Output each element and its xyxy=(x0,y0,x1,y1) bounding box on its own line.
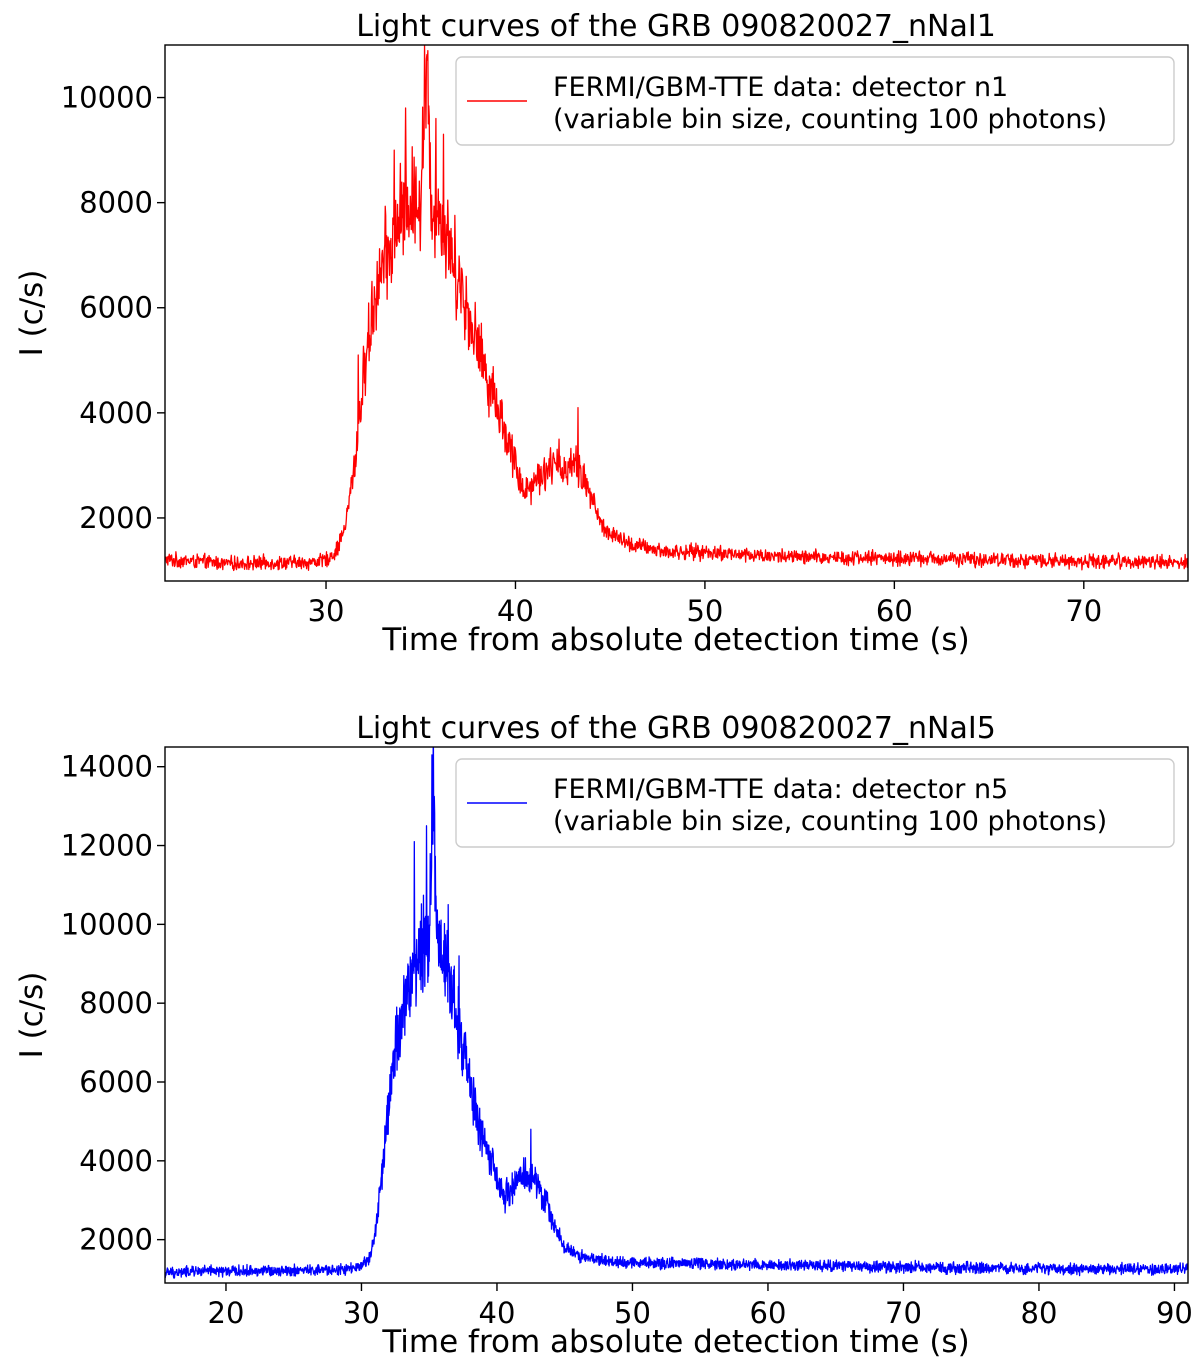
x-tick-label: 20 xyxy=(208,1296,245,1330)
chart-nnai5: Light curves of the GRB 090820027_nNaI5 … xyxy=(14,711,1193,1360)
x-tick-label: 50 xyxy=(614,1296,651,1330)
y-tick-label: 8000 xyxy=(79,986,153,1020)
y-axis-label: I (c/s) xyxy=(14,270,50,357)
y-tick-label: 6000 xyxy=(79,291,153,325)
x-tick-label: 50 xyxy=(686,594,723,628)
x-axis-label: Time from absolute detection time (s) xyxy=(381,1324,969,1360)
y-axis-ticks: 2000 4000 6000 8000 10000 12000 14000 xyxy=(61,750,165,1257)
y-tick-label: 14000 xyxy=(61,750,153,784)
x-tick-label: 40 xyxy=(479,1296,516,1330)
y-tick-label: 10000 xyxy=(61,81,153,115)
legend-label: FERMI/GBM-TTE data: detector n1 xyxy=(553,72,1008,103)
x-axis-label: Time from absolute detection time (s) xyxy=(381,622,969,658)
legend-box xyxy=(455,758,1175,848)
y-axis-label: I (c/s) xyxy=(14,972,50,1059)
legend-label-line2: (variable bin size, counting 100 photons… xyxy=(553,806,1107,837)
x-tick-label: 30 xyxy=(343,1296,380,1330)
y-tick-label: 10000 xyxy=(61,907,153,941)
series-line xyxy=(165,45,1188,572)
y-tick-label: 12000 xyxy=(61,829,153,863)
x-tick-label: 30 xyxy=(308,594,345,628)
plot-frame xyxy=(164,746,1189,1284)
x-tick-label: 60 xyxy=(876,594,913,628)
plot-frame xyxy=(164,44,1189,582)
legend: FERMI/GBM-TTE data: detector n1 (variabl… xyxy=(455,56,1175,146)
x-axis-ticks: 30 40 50 60 70 xyxy=(308,581,1102,628)
chart-title: Light curves of the GRB 090820027_nNaI1 xyxy=(356,9,996,44)
x-tick-label: 60 xyxy=(750,1296,787,1330)
chart-title: Light curves of the GRB 090820027_nNaI5 xyxy=(356,711,996,746)
y-tick-label: 2000 xyxy=(79,1223,153,1257)
x-tick-label: 80 xyxy=(1021,1296,1058,1330)
x-tick-label: 40 xyxy=(497,594,534,628)
y-tick-label: 4000 xyxy=(79,396,153,430)
y-tick-label: 4000 xyxy=(79,1144,153,1178)
legend-label: FERMI/GBM-TTE data: detector n5 xyxy=(553,774,1008,805)
legend-box xyxy=(455,56,1175,146)
plot-area xyxy=(165,747,1188,1279)
plot-area xyxy=(165,45,1188,572)
x-tick-label: 70 xyxy=(885,1296,922,1330)
legend-label-line2: (variable bin size, counting 100 photons… xyxy=(553,104,1107,135)
y-tick-label: 2000 xyxy=(79,501,153,535)
y-tick-label: 8000 xyxy=(79,186,153,220)
legend: FERMI/GBM-TTE data: detector n5 (variabl… xyxy=(455,758,1175,848)
y-axis-ticks: 2000 4000 6000 8000 10000 xyxy=(61,81,165,535)
chart-nnai1: Light curves of the GRB 090820027_nNaI1 … xyxy=(14,9,1189,658)
y-tick-label: 6000 xyxy=(79,1065,153,1099)
x-axis-ticks: 20 30 40 50 60 70 80 90 xyxy=(208,1283,1193,1330)
x-tick-label: 90 xyxy=(1156,1296,1193,1330)
series-line xyxy=(165,747,1188,1279)
x-tick-label: 70 xyxy=(1065,594,1102,628)
